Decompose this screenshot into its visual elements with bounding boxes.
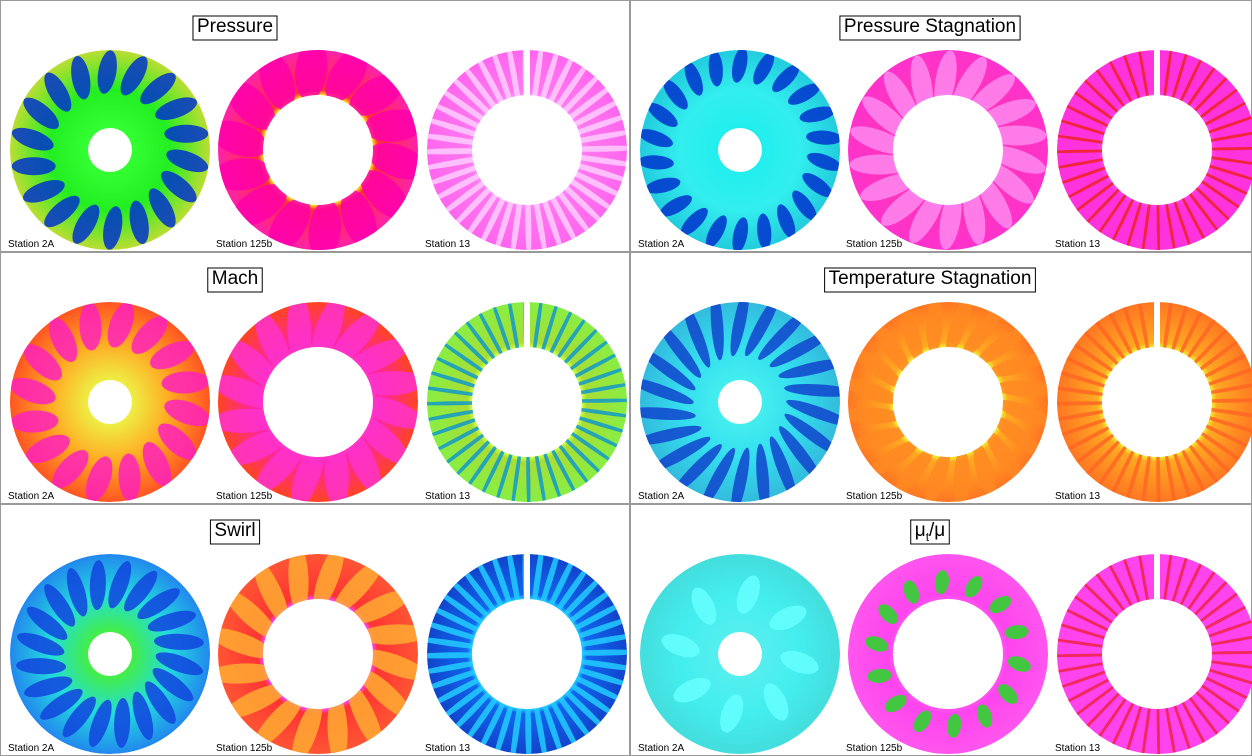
panel: Pressure Stagnation Station 2A Station 125… — [637, 16, 1252, 270]
contour-lobe — [164, 125, 208, 143]
disc-gap — [1154, 300, 1160, 349]
disc-hole — [1102, 599, 1212, 709]
panel: μt/μ Station 2A Station 125b Station 13 — [638, 520, 1252, 756]
disc-hole — [718, 380, 762, 424]
panel-title: Pressure Stagnation — [844, 16, 1016, 37]
contour-lobe — [12, 157, 56, 175]
panel: Temperature Stagnation Station 2A Station … — [626, 268, 1252, 520]
station-label: Station 13 — [1055, 239, 1100, 250]
station-label: Station 125b — [846, 743, 903, 754]
disc-hole — [893, 95, 1003, 205]
station-label: Station 13 — [425, 743, 470, 754]
station-label: Station 125b — [216, 491, 273, 502]
disc-hole — [1102, 347, 1212, 457]
station-label: Station 2A — [638, 239, 684, 250]
station-label: Station 125b — [216, 743, 273, 754]
panel-title: Pressure — [197, 16, 273, 37]
contour-disc — [848, 554, 1048, 754]
disc-hole — [88, 632, 132, 676]
panel-title: Mach — [212, 268, 258, 289]
panel-title: μt/μ — [915, 520, 946, 544]
panel-title: Temperature Stagnation — [829, 268, 1032, 289]
disc-hole — [472, 599, 582, 709]
page: {"panels": [ {"title": "Pressure", "stat… — [0, 0, 1252, 756]
disc-gap — [524, 300, 530, 349]
disc-hole — [263, 599, 373, 709]
disc-gap — [1154, 552, 1160, 601]
disc-gap — [1154, 48, 1160, 97]
disc-hole — [472, 347, 582, 457]
station-label: Station 2A — [638, 491, 684, 502]
station-label: Station 2A — [8, 491, 54, 502]
disc-hole — [893, 599, 1003, 709]
station-label: Station 2A — [8, 743, 54, 754]
station-label: Station 13 — [425, 239, 470, 250]
contour-disc — [640, 554, 840, 754]
station-label: Station 13 — [1055, 491, 1100, 502]
disc-hole — [472, 95, 582, 205]
disc-hole — [263, 347, 373, 457]
station-label: Station 2A — [638, 743, 684, 754]
disc-hole — [718, 632, 762, 676]
disc-hole — [88, 128, 132, 172]
disc-hole — [893, 347, 1003, 457]
station-label: Station 125b — [846, 491, 903, 502]
disc-hole — [88, 380, 132, 424]
panel: Mach Station 2A Station 125b Station 13 — [6, 268, 642, 517]
panel-title: Swirl — [214, 520, 255, 541]
contour-disc — [10, 554, 210, 754]
station-label: Station 2A — [8, 239, 54, 250]
disc-gap — [524, 48, 530, 97]
disc-gap — [524, 552, 530, 601]
station-label: Station 125b — [846, 239, 903, 250]
disc-hole — [263, 95, 373, 205]
panel: Pressure Station 2A Station 125b Station 13 — [8, 16, 642, 265]
disc-hole — [1102, 95, 1212, 205]
station-label: Station 13 — [1055, 743, 1100, 754]
disc-hole — [718, 128, 762, 172]
figure: Pressure Station 2A Station 125b Station 13… — [0, 0, 1252, 756]
station-label: Station 125b — [216, 239, 273, 250]
station-label: Station 13 — [425, 491, 470, 502]
